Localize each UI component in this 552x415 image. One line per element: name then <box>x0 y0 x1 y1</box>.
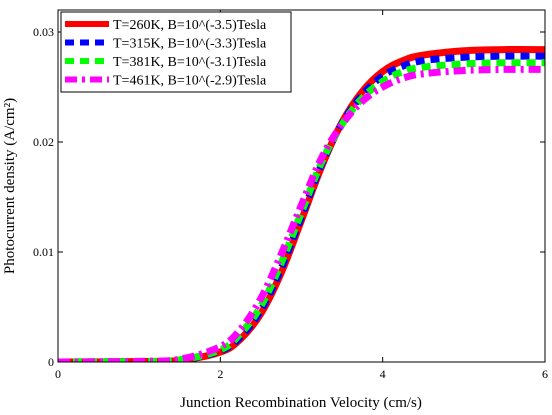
plot-frame <box>57 9 546 363</box>
series-layer <box>58 46 545 362</box>
y-tick-label: 0.03 <box>33 25 54 39</box>
x-tick-label: 0 <box>55 367 61 381</box>
x-axis-ticks: 0 2 4 6 <box>55 10 548 381</box>
y-tick-label: 0.01 <box>33 245 54 259</box>
y-axis-ticks: 0 0.01 0.02 0.03 <box>33 25 545 369</box>
x-tick-label: 4 <box>380 367 386 381</box>
x-tick-label: 6 <box>542 367 548 381</box>
legend-label-2: T=315K, B=10^(-3.3)Tesla <box>113 37 267 52</box>
legend-label-3: T=381K, B=10^(-3.1)Tesla <box>113 55 267 70</box>
legend: T=260K, B=10^(-3.5)Tesla T=315K, B=10^(-3… <box>60 11 292 93</box>
legend-label-4: T=461K, B=10^(-2.9)Tesla <box>113 74 267 89</box>
x-tick-label: 2 <box>217 367 223 381</box>
y-tick-label: 0.02 <box>33 135 54 149</box>
y-axis-title: Photocurrent density (A/cm²) <box>2 98 18 274</box>
y-tick-label: 0 <box>48 355 54 369</box>
x-axis-title: Junction Recombination Velocity (cm/s) <box>180 395 422 411</box>
legend-label-1: T=260K, B=10^(-3.5)Tesla <box>113 18 267 33</box>
series-line-4 <box>58 65 545 362</box>
